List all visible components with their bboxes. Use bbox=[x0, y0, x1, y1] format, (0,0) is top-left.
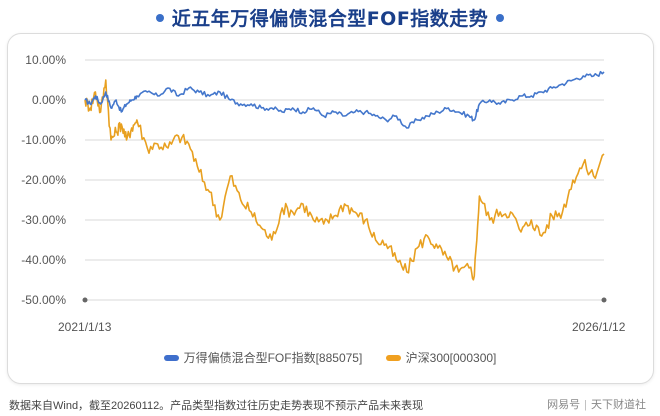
hs300-line bbox=[84, 79, 605, 281]
brand-watermark: 网易号 | 天下财道社 bbox=[547, 396, 646, 412]
y-tick-label: -30.00% bbox=[21, 213, 66, 227]
y-tick-label: -20.00% bbox=[21, 173, 66, 187]
title-bullet-left-icon bbox=[155, 14, 164, 22]
brand-account: 天下财道社 bbox=[591, 399, 646, 411]
legend-swatch-blue-icon bbox=[163, 354, 179, 361]
y-tick-label: -50.00% bbox=[21, 293, 66, 307]
brand-netease: 网易号 bbox=[547, 399, 581, 411]
y-tick-label: 10.00% bbox=[25, 53, 66, 67]
chart-title: 近五年万得偏债混合型FOF指数走势 bbox=[0, 4, 660, 31]
y-tick-label: -40.00% bbox=[21, 253, 66, 267]
axis-endpoint-icon bbox=[82, 297, 88, 303]
y-tick-label: 0.00% bbox=[31, 93, 66, 107]
source-note: 数据来自Wind，截至20260112。产品类型指数过往历史走势表现不预示产品未… bbox=[9, 400, 424, 412]
title-bullet-right-icon bbox=[496, 14, 505, 22]
legend-label: 沪深300[000300] bbox=[405, 351, 497, 365]
axis-endpoint-icon bbox=[601, 297, 607, 303]
x-end-label: 2026/1/12 bbox=[572, 320, 626, 334]
legend-swatch-orange-icon bbox=[385, 354, 401, 361]
legend-item-fof[interactable]: 万得偏债混合型FOF指数[885075] bbox=[163, 349, 363, 366]
chart-title-text: 近五年万得偏债混合型FOF指数走势 bbox=[171, 8, 489, 30]
x-start-label: 2021/1/13 bbox=[58, 320, 112, 334]
fof-index-line bbox=[84, 70, 605, 129]
legend-item-hs300[interactable]: 沪深300[000300] bbox=[385, 349, 497, 366]
brand-divider: | bbox=[584, 399, 587, 411]
chart-legend: 万得偏债混合型FOF指数[885075] 沪深300[000300] bbox=[0, 349, 660, 366]
legend-label: 万得偏债混合型FOF指数[885075] bbox=[183, 351, 363, 365]
y-tick-label: -10.00% bbox=[21, 133, 66, 147]
